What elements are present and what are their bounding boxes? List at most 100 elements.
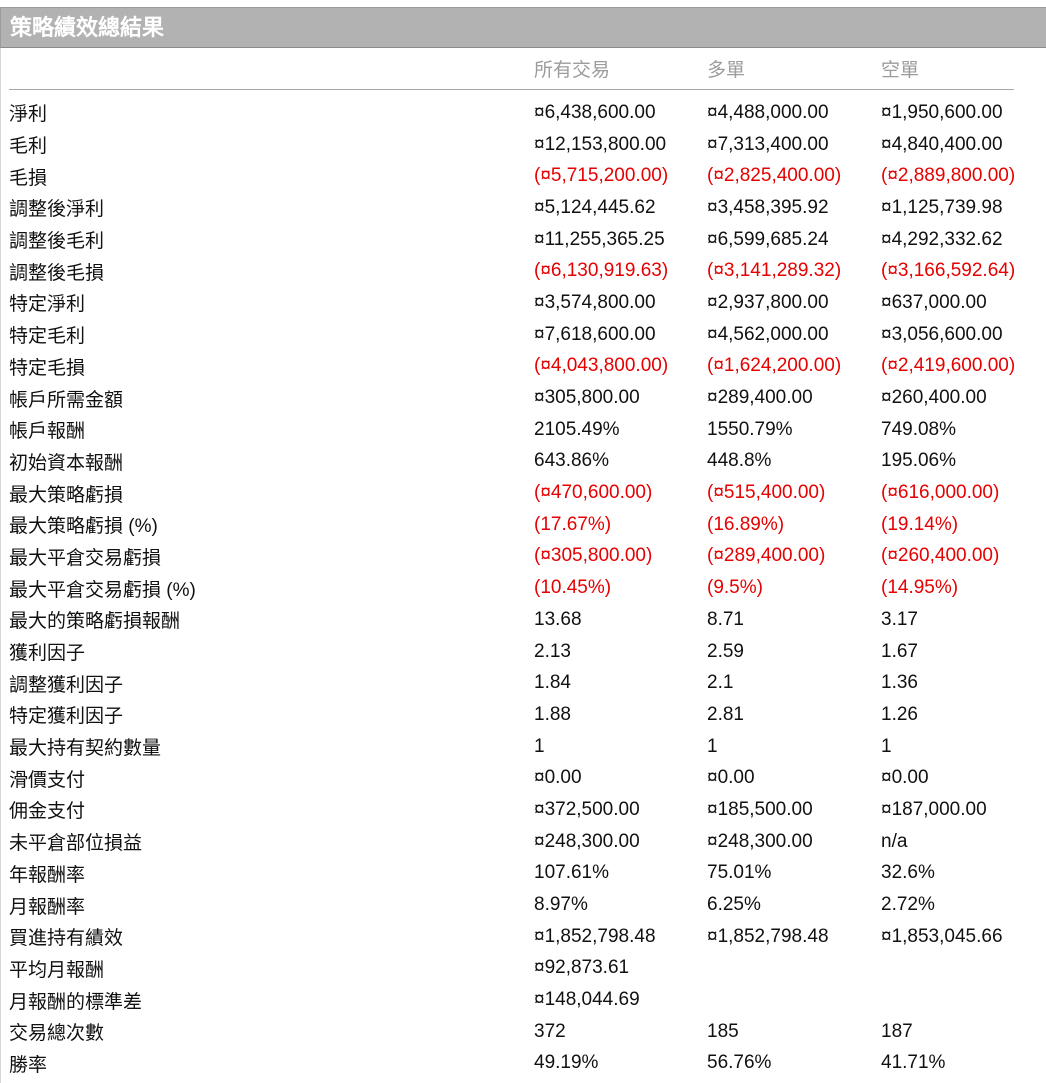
cell-all-trades: 1.84 — [534, 672, 571, 694]
cell-all-trades: 372 — [534, 1020, 566, 1042]
table-row: 最大持有契約數量 1 1 1 — [9, 731, 1046, 763]
cell-short: (19.14%) — [881, 513, 959, 535]
table-row: 買進持有績效 ¤1,852,798.48 ¤1,852,798.48 ¤1,85… — [9, 921, 1046, 953]
cell-short: (¤260,400.00) — [881, 545, 1000, 567]
row-label: 年報酬率 — [9, 864, 86, 886]
row-label: 淨利 — [9, 104, 48, 126]
row-label: 毛損 — [9, 167, 48, 189]
table-row: 調整後淨利 ¤5,124,445.62 ¤3,458,395.92 ¤1,125… — [9, 192, 1046, 224]
cell-all-trades: ¤92,873.61 — [534, 957, 630, 979]
cell-all-trades: ¤148,044.69 — [534, 989, 640, 1011]
table-row: 帳戶報酬 2105.49% 1550.79% 749.08% — [9, 414, 1046, 446]
cell-all-trades: 49.19% — [534, 1052, 599, 1074]
table-row: 平均月報酬 ¤92,873.61 — [9, 953, 1046, 985]
cell-short: ¤3,056,600.00 — [881, 323, 1003, 345]
cell-all-trades: 107.61% — [534, 862, 610, 884]
cell-all-trades: (¤5,715,200.00) — [534, 165, 669, 187]
cell-all-trades: ¤1,852,798.48 — [534, 925, 656, 947]
cell-short: 2.72% — [881, 894, 935, 916]
cell-long: 1 — [707, 735, 718, 757]
table-row: 滑價支付 ¤0.00 ¤0.00 ¤0.00 — [9, 762, 1046, 794]
table-body: 淨利 ¤6,438,600.00 ¤4,488,000.00 ¤1,950,60… — [9, 90, 1046, 1079]
table-row: 勝率 49.19% 56.76% 41.71% — [9, 1048, 1046, 1080]
row-label: 買進持有績效 — [9, 928, 124, 950]
cell-long: ¤185,500.00 — [707, 798, 813, 820]
table-row: 最大平倉交易虧損 (%) (10.45%) (9.5%) (14.95%) — [9, 572, 1046, 604]
cell-short: 187 — [881, 1020, 913, 1042]
table-row: 月報酬率 8.97% 6.25% 2.72% — [9, 889, 1046, 921]
table-row: 交易總次數 372 185 187 — [9, 1016, 1046, 1048]
cell-all-trades: ¤305,800.00 — [534, 387, 640, 409]
table-row: 淨利 ¤6,438,600.00 ¤4,488,000.00 ¤1,950,60… — [9, 97, 1046, 129]
cell-short: (¤2,889,800.00) — [881, 165, 1016, 187]
row-label: 最大平倉交易虧損 — [9, 547, 162, 569]
cell-all-trades: 1 — [534, 735, 545, 757]
row-label: 月報酬率 — [9, 896, 86, 918]
table-row: 調整獲利因子 1.84 2.1 1.36 — [9, 667, 1046, 699]
row-label: 最大持有契約數量 — [9, 738, 162, 760]
cell-short: ¤260,400.00 — [881, 387, 987, 409]
cell-all-trades: ¤7,618,600.00 — [534, 323, 656, 345]
header-metric-spacer — [9, 82, 534, 89]
cell-all-trades: (17.67%) — [534, 513, 612, 535]
column-header-long: 多單 — [707, 60, 746, 81]
row-label: 佣金支付 — [9, 801, 86, 823]
cell-short: 1.67 — [881, 640, 918, 662]
cell-long: (¤515,400.00) — [707, 482, 826, 504]
row-label: 平均月報酬 — [9, 959, 105, 981]
table-row: 特定淨利 ¤3,574,800.00 ¤2,937,800.00 ¤637,00… — [9, 287, 1046, 319]
cell-long: (¤1,624,200.00) — [707, 355, 842, 377]
row-label: 帳戶報酬 — [9, 421, 86, 443]
row-label: 最大的策略虧損報酬 — [9, 611, 181, 633]
cell-short: ¤0.00 — [881, 767, 929, 789]
table-row: 未平倉部位損益 ¤248,300.00 ¤248,300.00 n/a — [9, 826, 1046, 858]
table-row: 佣金支付 ¤372,500.00 ¤185,500.00 ¤187,000.00 — [9, 794, 1046, 826]
row-label: 帳戶所需金額 — [9, 389, 124, 411]
cell-long: ¤1,852,798.48 — [707, 925, 829, 947]
cell-short: (¤3,166,592.64) — [881, 260, 1016, 282]
cell-long: ¤248,300.00 — [707, 830, 813, 852]
cell-long: ¤4,488,000.00 — [707, 101, 829, 123]
cell-all-trades: ¤6,438,600.00 — [534, 101, 656, 123]
row-label: 最大平倉交易虧損 (%) — [9, 579, 196, 601]
cell-long: (9.5%) — [707, 577, 763, 599]
table-row: 特定毛損 (¤4,043,800.00) (¤1,624,200.00) (¤2… — [9, 351, 1046, 383]
table-row: 最大平倉交易虧損 (¤305,800.00) (¤289,400.00) (¤2… — [9, 541, 1046, 573]
row-label: 調整後淨利 — [9, 199, 105, 221]
cell-long: 448.8% — [707, 450, 772, 472]
table-row: 初始資本報酬 643.86% 448.8% 195.06% — [9, 446, 1046, 478]
cell-long: (¤2,825,400.00) — [707, 165, 842, 187]
cell-long: ¤0.00 — [707, 767, 755, 789]
table-row: 帳戶所需金額 ¤305,800.00 ¤289,400.00 ¤260,400.… — [9, 382, 1046, 414]
cell-all-trades: (¤470,600.00) — [534, 482, 653, 504]
table-header-row: 所有交易 多單 空單 — [9, 48, 1014, 90]
cell-short: ¤4,840,400.00 — [881, 133, 1003, 155]
cell-long: 185 — [707, 1020, 739, 1042]
cell-long: 2.1 — [707, 672, 734, 694]
row-label: 特定毛利 — [9, 326, 86, 348]
row-label: 交易總次數 — [9, 1023, 105, 1045]
cell-short: ¤4,292,332.62 — [881, 228, 1003, 250]
column-header-short: 空單 — [881, 60, 920, 81]
cell-short: 1.26 — [881, 703, 918, 725]
cell-short: 32.6% — [881, 862, 935, 884]
row-label: 特定獲利因子 — [9, 706, 124, 728]
cell-short: (¤616,000.00) — [881, 482, 1000, 504]
cell-long: ¤4,562,000.00 — [707, 323, 829, 345]
cell-all-trades: 2.13 — [534, 640, 571, 662]
cell-short: ¤1,950,600.00 — [881, 101, 1003, 123]
cell-short: (14.95%) — [881, 577, 959, 599]
cell-all-trades: 2105.49% — [534, 418, 620, 440]
cell-all-trades: 643.86% — [534, 450, 610, 472]
cell-all-trades: ¤3,574,800.00 — [534, 291, 656, 313]
table-row: 月報酬的標準差 ¤148,044.69 — [9, 984, 1046, 1016]
cell-short: ¤637,000.00 — [881, 291, 987, 313]
row-label: 特定毛損 — [9, 357, 86, 379]
cell-all-trades: ¤0.00 — [534, 767, 582, 789]
cell-long: (16.89%) — [707, 513, 785, 535]
cell-long: 2.59 — [707, 640, 744, 662]
cell-long: ¤7,313,400.00 — [707, 133, 829, 155]
cell-short: ¤1,853,045.66 — [881, 925, 1003, 947]
cell-short: 749.08% — [881, 418, 957, 440]
row-label: 初始資本報酬 — [9, 452, 124, 474]
